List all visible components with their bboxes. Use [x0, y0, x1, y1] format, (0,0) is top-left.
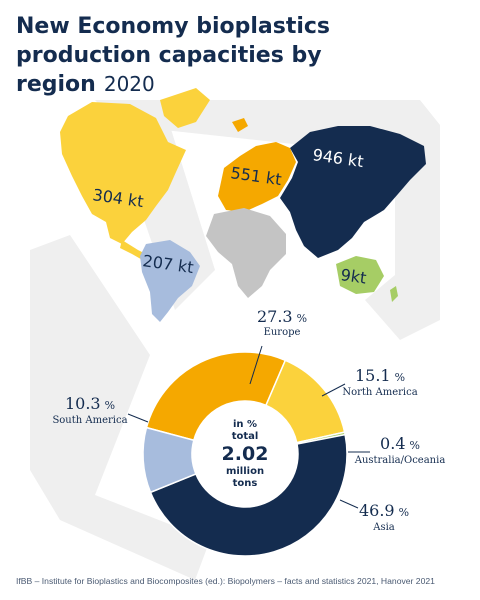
map-north-america	[60, 102, 186, 244]
leader-line-asia	[339, 499, 359, 509]
donut-center: in % total 2.02 million tons	[222, 419, 269, 489]
title-main: New Economy bioplastics production capac…	[16, 14, 331, 97]
center-line2: total	[232, 431, 259, 442]
leader-line-north-america	[321, 383, 346, 397]
slice-label-south-america: South America	[52, 415, 127, 426]
world-map	[60, 88, 426, 322]
slice-value-europe: 27.3%	[257, 307, 307, 326]
donut-slice-europe	[145, 351, 287, 442]
center-line1: in %	[233, 419, 257, 430]
center-total-value: 2.02	[222, 443, 269, 465]
donut-chart	[142, 351, 348, 557]
slice-value-south-america: 10.3%	[65, 394, 115, 413]
slice-label-asia: Asia	[372, 522, 395, 533]
title-year: 2020	[103, 72, 155, 96]
background-band	[30, 235, 210, 580]
map-label-australia: 9kt	[339, 265, 367, 287]
center-line3: million	[226, 466, 264, 477]
slice-label-australia: Australia/Oceania	[354, 455, 446, 466]
map-iceland	[232, 118, 248, 132]
map-africa	[206, 208, 286, 298]
slice-label-north-america: North America	[342, 387, 417, 398]
map-asia	[280, 126, 426, 258]
slice-labels: 27.3% Europe 15.1% North America 0.4% Au…	[52, 307, 445, 533]
map-australia	[336, 256, 384, 294]
map-europe	[218, 142, 296, 212]
leader-lines	[127, 345, 370, 509]
donut-slice-asia	[149, 433, 348, 557]
slice-label-europe: Europe	[264, 327, 301, 338]
map-greenland	[160, 88, 210, 128]
map-south-america	[140, 240, 200, 322]
slice-value-north-america: 15.1%	[355, 366, 405, 385]
chart-title: New Economy bioplastics production capac…	[16, 12, 466, 99]
leader-line-south-america	[127, 413, 149, 423]
map-new-zealand	[390, 286, 398, 302]
donut-slice-south-america	[142, 426, 197, 494]
leader-line-europe	[249, 345, 263, 385]
source-note: IfBB – Institute for Bioplastics and Bio…	[16, 576, 435, 586]
slice-value-asia: 46.9%	[359, 501, 409, 520]
slice-value-australia: 0.4%	[380, 434, 420, 453]
center-line4: tons	[233, 478, 258, 489]
